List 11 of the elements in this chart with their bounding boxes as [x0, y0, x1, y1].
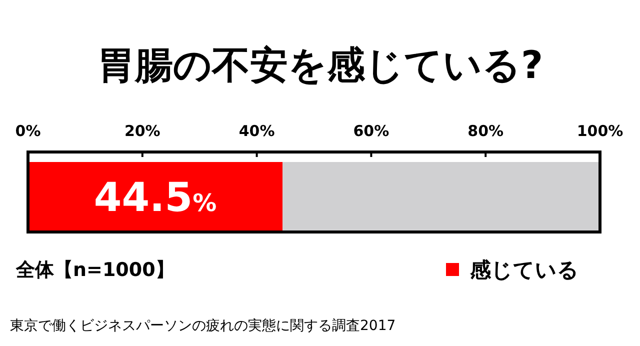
text: 東京で働くビジネスパーソンの疲れの実態に関する調査2017	[10, 318, 396, 334]
x-tick-label: 0%	[15, 122, 41, 140]
data-label: 44.5%	[94, 175, 217, 221]
text: 全体【n=1000】	[15, 259, 174, 281]
legend-label: 感じている	[469, 258, 579, 282]
chart-title: 胃腸の不安を感じている?	[96, 43, 544, 87]
x-tick-label: 80%	[468, 122, 504, 140]
x-tick-label: 40%	[238, 122, 275, 140]
x-tick-label: 100%	[576, 122, 624, 140]
x-tick-label: 60%	[353, 122, 390, 140]
x-tick-label: 20%	[124, 122, 160, 140]
